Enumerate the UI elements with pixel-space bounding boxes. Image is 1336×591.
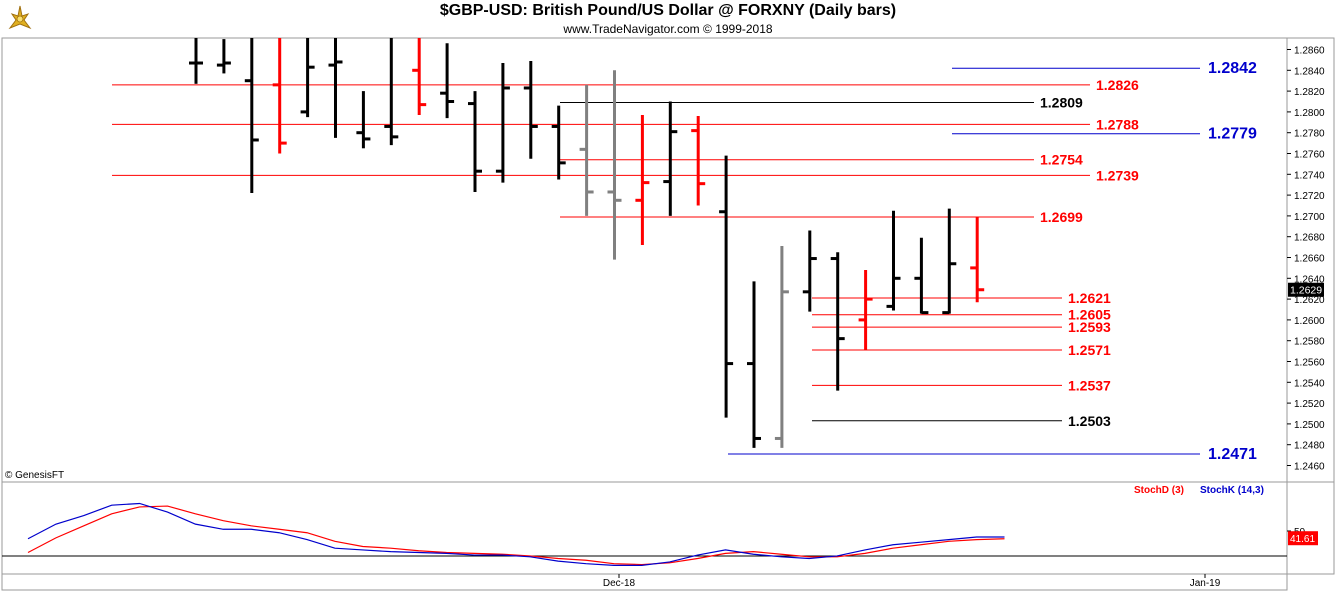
price-tick-label: 1.2680 (1294, 233, 1325, 244)
level-label: 1.2621 (1068, 290, 1111, 306)
price-tick-label: 1.2840 (1294, 66, 1325, 77)
ohlc-bar (579, 84, 594, 216)
level-label: 1.2842 (1208, 60, 1257, 77)
copyright-label: © GenesisFT (5, 470, 64, 481)
ohlc-bar (719, 155, 734, 418)
price-tick-label: 1.2620 (1294, 295, 1325, 306)
chart-subtitle: www.TradeNavigator.com © 1999-2018 (563, 22, 773, 36)
date-axis: Dec-18 Jan-19 (603, 574, 1221, 589)
ohlc-bar (691, 116, 706, 206)
stochastic-layer: StochD (3)StochK (14,3)5041.61 (2, 485, 1318, 567)
ohlc-bar (942, 208, 957, 315)
price-tick-label: 1.2780 (1294, 129, 1325, 140)
date-axis-panel (1, 573, 1288, 591)
level-label: 1.2779 (1208, 126, 1257, 143)
price-tick-label: 1.2720 (1294, 191, 1325, 202)
price-tick-label: 1.2520 (1294, 399, 1325, 410)
chart-header: $GBP-USD: British Pound/US Dollar @ FORX… (0, 0, 1336, 38)
price-tick-label: 1.2640 (1294, 274, 1325, 285)
ohlc-bar (328, 38, 343, 138)
price-tick-label: 1.2500 (1294, 420, 1325, 431)
stoch-k-legend: StochK (14,3) (1200, 485, 1264, 496)
level-label: 1.2826 (1096, 77, 1139, 93)
price-tick-label: 1.2700 (1294, 212, 1325, 223)
level-label: 1.2809 (1040, 95, 1083, 111)
date-tick-label: Jan-19 (1190, 578, 1221, 589)
ohlc-bar (551, 105, 566, 180)
price-tick-label: 1.2740 (1294, 170, 1325, 181)
price-tick-label: 1.2580 (1294, 337, 1325, 348)
price-tick-label: 1.2820 (1294, 87, 1325, 98)
bars-layer (189, 38, 985, 448)
chart-title: $GBP-USD: British Pound/US Dollar @ FORX… (439, 2, 897, 19)
ohlc-bar (468, 91, 482, 192)
ohlc-bar (440, 43, 455, 119)
ohlc-bar (189, 38, 203, 84)
ohlc-bar (774, 246, 789, 448)
level-label: 1.2537 (1068, 377, 1111, 393)
price-tick-label: 1.2480 (1294, 441, 1325, 452)
ohlc-bar (356, 91, 371, 149)
ohlc-bar (300, 38, 315, 118)
ohlc-bar (384, 38, 399, 146)
price-tick-label: 1.2860 (1294, 46, 1325, 57)
date-tick-label: Dec-18 (603, 578, 636, 589)
ohlc-bar (970, 216, 985, 303)
ohlc-bar (412, 38, 427, 116)
ohlc-bar (523, 60, 538, 159)
last-price-label: 1.2629 (1290, 285, 1322, 297)
level-label: 1.2739 (1096, 167, 1139, 183)
price-tick-label: 1.2460 (1294, 462, 1325, 473)
ohlc-bar (663, 101, 678, 216)
ohlc-bar (272, 38, 287, 154)
stoch-d-legend: StochD (3) (1134, 485, 1184, 496)
price-tick-label: 1.2660 (1294, 254, 1325, 265)
stoch-last-label: 41.61 (1290, 534, 1315, 545)
price-tick-label: 1.2760 (1294, 150, 1325, 161)
ohlc-bar (747, 281, 761, 448)
ohlc-bar (914, 237, 929, 315)
ohlc-bar (635, 115, 650, 246)
level-label: 1.2471 (1208, 446, 1257, 463)
stoch-last-marker (1288, 531, 1318, 546)
ohlc-bar (216, 39, 231, 74)
level-label: 1.2754 (1040, 152, 1083, 168)
stoch-k-line (27, 502, 1005, 567)
ohlc-bar (495, 63, 510, 183)
ohlc-bar (858, 269, 873, 351)
stochastic-panel (1, 481, 1288, 575)
price-tick-label: 1.2540 (1294, 378, 1325, 389)
level-label: 1.2699 (1040, 209, 1083, 225)
ohlc-bar (802, 230, 817, 312)
stochastic-axis-panel (1286, 481, 1335, 575)
stoch-d-line (27, 505, 1005, 566)
ohlc-bar (607, 70, 622, 260)
level-label: 1.2571 (1068, 342, 1111, 358)
ohlc-bar (244, 38, 259, 194)
ohlc-bar (830, 252, 845, 391)
level-label: 1.2788 (1096, 116, 1139, 132)
price-tick-label: 1.2600 (1294, 316, 1325, 327)
level-label: 1.2593 (1068, 319, 1111, 335)
level-label: 1.2503 (1068, 413, 1111, 429)
price-tick-label: 1.2800 (1294, 108, 1325, 119)
price-panel (1, 37, 1288, 483)
ohlc-bar (886, 210, 901, 311)
price-tick-label: 1.2560 (1294, 358, 1325, 369)
last-price-marker (1288, 282, 1324, 297)
genesis-logo-icon (4, 4, 36, 34)
price-axis: 1.2460 1.2480 1.2500 1.2520 1.2540 1.2560 1.25… (1287, 46, 1325, 473)
level-label: 1.2605 (1068, 307, 1111, 323)
